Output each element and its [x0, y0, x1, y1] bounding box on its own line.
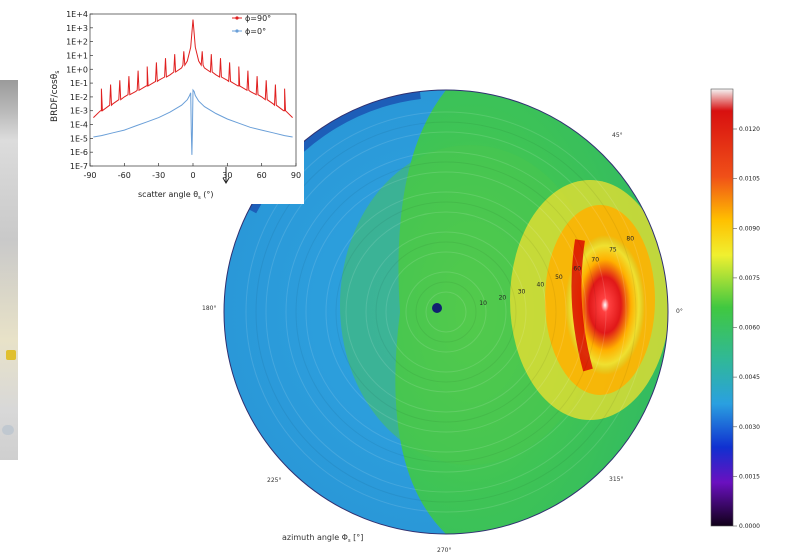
- angle-label-270: 270°: [437, 547, 451, 554]
- inset-y-tick-label: 1E-6: [70, 148, 88, 157]
- colorbar-tick-label: 0.0015: [739, 473, 760, 480]
- azimuth-axis-label: azimuth angle Φs [°]: [282, 533, 363, 544]
- inset-y-tick-label: 1E-4: [70, 121, 88, 130]
- inset-x-axis-label: scatter angle θs (°): [138, 190, 214, 201]
- inset-x-tick-label: 60: [257, 171, 267, 180]
- colorbar-tick-label: 0.0060: [739, 325, 760, 332]
- inset-y-tick-label: 1E-7: [70, 162, 88, 171]
- radial-labels: 10 20 30 40 50 60 70 75 80: [479, 236, 634, 307]
- center-specular-spot: [432, 303, 442, 313]
- photo-detail: [6, 350, 16, 360]
- colorbar-tick-label: 0.0030: [739, 424, 760, 431]
- inset-x-tick-label: 30: [222, 171, 232, 180]
- inset-chart-svg: 1E+4 1E+3 1E+2 1E+1 1E+0 1E-1 1E-2 1E-3 1E-4 1E-5…: [50, 10, 301, 201]
- polar-disk: [224, 90, 668, 534]
- angle-labels: 0° 45° 180° 225° 270° 315°: [202, 132, 683, 554]
- angle-label-180: 180°: [202, 305, 216, 312]
- angle-label-45: 45°: [612, 132, 623, 139]
- angle-label-0: 0°: [676, 308, 683, 315]
- radial-label: 10: [479, 300, 487, 307]
- inset-y-tick-label: 1E-2: [70, 93, 88, 102]
- radial-label: 80: [626, 236, 634, 243]
- inset-y-tick-label: 1E-3: [70, 107, 88, 116]
- colorbar-tick-label: 0.0075: [739, 275, 760, 282]
- radial-label: 70: [591, 256, 599, 263]
- arrow-marker: [222, 167, 230, 184]
- inset-y-tick-label: 1E+2: [66, 38, 88, 47]
- radial-label: 20: [499, 295, 507, 302]
- radial-label: 60: [573, 266, 581, 273]
- colorbar-tick-label: 0.0120: [739, 126, 760, 133]
- inset-line-chart: 1E+4 1E+3 1E+2 1E+1 1E+0 1E-1 1E-2 1E-3 1E-4 1E-5…: [46, 0, 304, 204]
- inset-x-tick-label: -30: [152, 171, 165, 180]
- radial-label: 75: [609, 246, 617, 253]
- series-line-phi90: [93, 19, 293, 118]
- inset-y-tick-label: 1E+4: [66, 10, 88, 19]
- inset-y-tick-label: 1E+1: [66, 51, 88, 60]
- inset-y-tick-label: 1E-5: [70, 134, 88, 143]
- inset-y-tick-label: 1E+3: [66, 24, 88, 33]
- inset-x-tick-label: -90: [83, 171, 96, 180]
- inset-y-tick-label: 1E-1: [70, 79, 88, 88]
- series-line-phi0: [93, 88, 293, 155]
- colorbar-tick-label: 0.0090: [739, 225, 760, 232]
- radial-label: 50: [555, 274, 563, 281]
- angle-label-225: 225°: [267, 477, 281, 484]
- inset-y-axis-label: BRDF/cosθs: [50, 71, 61, 122]
- colorbar-ticks: 0.0120 0.0105 0.0090 0.0075 0.0060 0.0045 0.00…: [733, 126, 760, 530]
- radial-label: 30: [518, 289, 526, 296]
- inset-legend: ϕ=90° ϕ=0°: [232, 14, 271, 36]
- inset-x-tick-label: -60: [118, 171, 131, 180]
- angle-label-315: 315°: [609, 476, 623, 483]
- colorbar-tick-label: 0.0045: [739, 374, 760, 381]
- photo-detail: [2, 425, 14, 435]
- background-photo-strip: [0, 80, 18, 460]
- inset-y-tick-label: 1E+0: [66, 65, 88, 74]
- inset-x-tick-label: 0: [190, 171, 195, 180]
- ring-texture: [245, 111, 647, 513]
- colorbar-tick-label: 0.0000: [739, 523, 760, 530]
- legend-label-phi0: ϕ=0°: [245, 27, 266, 36]
- colorbar-tick-label: 0.0105: [739, 176, 760, 183]
- inset-x-tick-label: 90: [291, 171, 301, 180]
- legend-label-phi90: ϕ=90°: [245, 14, 271, 23]
- colorbar: 0.0120 0.0105 0.0090 0.0075 0.0060 0.0045 0.00…: [710, 88, 760, 530]
- radial-label: 40: [537, 282, 545, 289]
